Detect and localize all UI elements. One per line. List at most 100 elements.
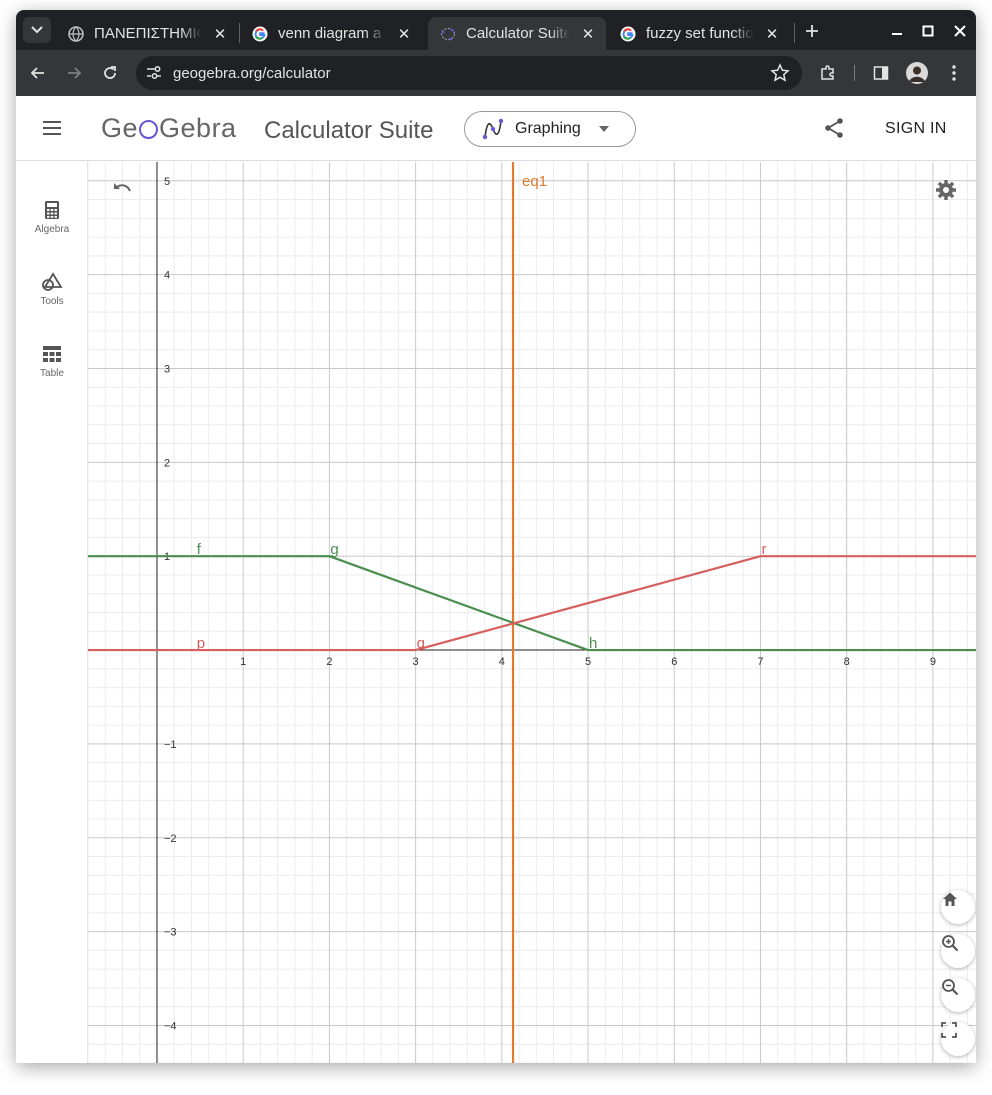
segment-q [414, 555, 762, 652]
shapes-icon [42, 272, 63, 291]
segment-g [328, 555, 590, 652]
x-tick-label: 1 [240, 656, 246, 668]
sign-in-button[interactable]: SIGN IN [885, 120, 947, 137]
y-tick-label: −1 [164, 739, 177, 751]
share-button[interactable] [822, 116, 846, 140]
close-window-button[interactable] [947, 18, 973, 44]
profile-button[interactable] [903, 59, 931, 87]
arrow-left-icon [30, 67, 44, 79]
tab-title: fuzzy set functio [646, 25, 754, 42]
graphics-settings-button[interactable] [934, 178, 962, 206]
tab-title: Calculator Suite [466, 25, 570, 42]
x-tick-label: 6 [671, 656, 677, 668]
undo-button[interactable] [110, 178, 138, 206]
caret-down-icon [598, 126, 609, 132]
geogebra-header: Ge Gebra Calculator Suite Graphing SIGN I… [16, 96, 976, 161]
logo-text-right: Gebra [159, 113, 237, 143]
minimize-icon [892, 33, 902, 35]
reload-button[interactable] [96, 59, 124, 87]
forward-button[interactable] [60, 59, 88, 87]
y-tick-label: 2 [164, 457, 170, 469]
geogebra-logo[interactable]: Ge Gebra [101, 113, 237, 144]
close-icon[interactable]: ✕ [213, 25, 227, 43]
hamburger-icon [43, 121, 61, 135]
undo-icon [114, 183, 131, 192]
sidebar-item-label: Tools [40, 296, 64, 307]
gear-icon [936, 180, 956, 200]
fullscreen-button[interactable] [941, 1022, 975, 1056]
tab-fuzzy-set[interactable]: fuzzy set functio ✕ [608, 17, 790, 50]
home-icon [943, 892, 957, 906]
back-button[interactable] [24, 59, 52, 87]
extensions-button[interactable] [814, 59, 842, 87]
tab-university[interactable]: ΠΑΝΕΠΙΣΤΗΜΙΟ ✕ [56, 17, 238, 50]
x-tick-label: 4 [499, 656, 505, 668]
more-vertical-icon [952, 65, 956, 81]
side-panel-icon [873, 66, 889, 80]
close-icon[interactable]: ✕ [397, 25, 411, 43]
star-icon[interactable] [770, 63, 790, 83]
reload-icon [104, 66, 116, 79]
x-tick-label: 8 [844, 656, 850, 668]
x-tick-label: 7 [757, 656, 763, 668]
zoom-out-button[interactable] [941, 978, 975, 1012]
y-tick-label: −4 [164, 1020, 177, 1032]
fullscreen-icon [941, 1022, 957, 1038]
sidebar-item-tools[interactable]: Tools [16, 272, 88, 332]
logo-text-left: Ge [101, 113, 139, 143]
close-icon[interactable]: ✕ [581, 25, 595, 43]
label-f: f [197, 541, 202, 558]
toolbar-separator [854, 65, 855, 81]
tab-search-button[interactable] [23, 17, 51, 43]
plus-icon [806, 25, 818, 37]
avatar [906, 62, 928, 84]
minimize-button[interactable] [884, 18, 910, 44]
zoom-out-icon [942, 979, 959, 996]
sidebar-item-table[interactable]: Table [16, 344, 88, 404]
app-selector[interactable]: Graphing [464, 111, 636, 147]
address-bar[interactable]: geogebra.org/calculator [136, 56, 802, 90]
app-selector-label: Graphing [515, 120, 581, 137]
browser-window: ΠΑΝΕΠΙΣΤΗΜΙΟ ✕ venn diagram a a ✕ Calcul… [16, 10, 976, 1063]
x-tick-label: 5 [585, 656, 591, 668]
browser-toolbar: geogebra.org/calculator [16, 50, 976, 96]
tab-calculator-suite[interactable]: Calculator Suite ✕ [428, 17, 606, 50]
sidebar-item-label: Algebra [34, 224, 70, 235]
menu-button[interactable] [40, 118, 64, 138]
maximize-button[interactable] [915, 18, 941, 44]
y-tick-label: −3 [164, 927, 177, 939]
tab-title: ΠΑΝΕΠΙΣΤΗΜΙΟ [94, 25, 202, 42]
url-text[interactable]: geogebra.org/calculator [173, 65, 331, 82]
site-settings-icon[interactable] [145, 64, 163, 82]
label-q: q [417, 635, 425, 652]
share-icon [825, 118, 843, 138]
zoom-in-button[interactable] [941, 934, 975, 968]
home-button[interactable] [941, 890, 975, 924]
sidebar-item-algebra[interactable]: Algebra [16, 200, 88, 260]
close-icon[interactable]: ✕ [765, 25, 779, 43]
globe-icon [68, 25, 84, 42]
google-icon [620, 26, 636, 41]
logo-o-icon [139, 120, 159, 139]
label-eq1: eq1 [522, 173, 547, 190]
tab-strip: ΠΑΝΕΠΙΣΤΗΜΙΟ ✕ venn diagram a a ✕ Calcul… [16, 10, 976, 50]
x-tick-label: 2 [326, 656, 332, 668]
tab-venn-diagram[interactable]: venn diagram a a ✕ [240, 17, 422, 50]
browser-menu-button[interactable] [940, 59, 968, 87]
x-tick-label: 9 [930, 656, 936, 668]
y-tick-label: 5 [164, 176, 170, 188]
label-p: p [197, 635, 205, 652]
side-panel-button[interactable] [867, 59, 895, 87]
page-title: Calculator Suite [264, 117, 434, 144]
tab-separator [794, 23, 795, 43]
zoom-in-icon [942, 935, 959, 952]
y-tick-label: 4 [164, 270, 170, 282]
graphing-icon [482, 118, 504, 140]
new-tab-button[interactable] [799, 18, 825, 44]
calculator-icon [45, 201, 59, 219]
google-icon [252, 26, 268, 41]
maximize-icon [922, 25, 934, 37]
puzzle-icon [821, 65, 834, 80]
